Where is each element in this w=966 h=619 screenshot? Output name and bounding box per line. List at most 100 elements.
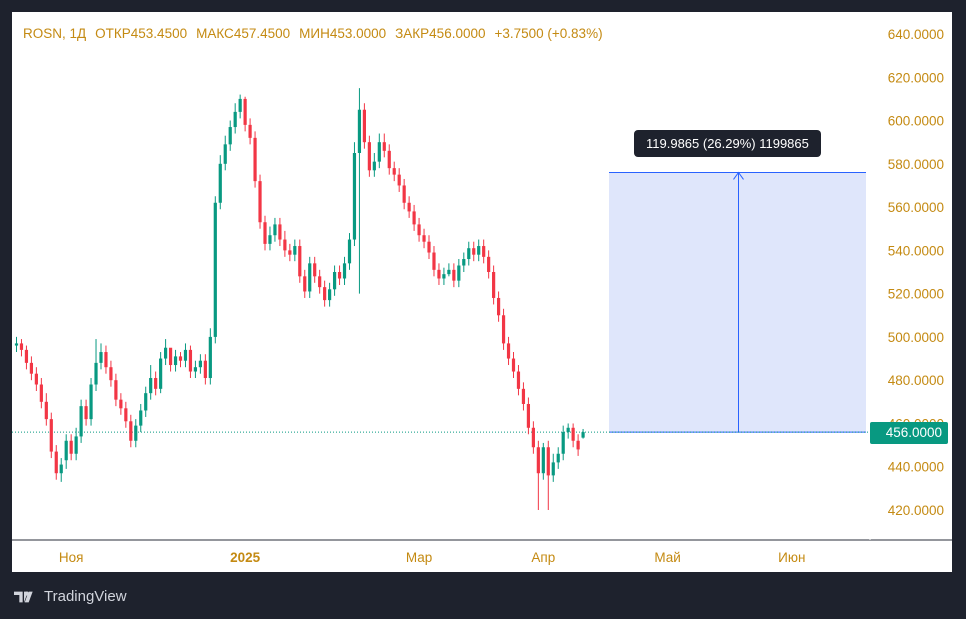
chart-frame[interactable]: 420.0000440.0000460.0000480.0000500.0000…	[12, 12, 952, 572]
candle-body	[293, 246, 297, 255]
y-tick-label: 500.0000	[888, 330, 944, 345]
x-tick-label: Мар	[406, 550, 432, 565]
candle-body	[124, 408, 128, 422]
candle-body	[452, 269, 456, 281]
candle-body	[506, 343, 511, 359]
candle-body	[19, 343, 24, 350]
measure-range-box	[609, 172, 866, 433]
candle-body	[323, 287, 327, 301]
y-tick-label: 600.0000	[888, 114, 944, 129]
open-value: 453.4500	[130, 26, 188, 41]
candle-body	[318, 276, 322, 288]
close-label: ЗАКР	[395, 26, 430, 41]
candle-body	[417, 224, 421, 236]
candle-body	[29, 362, 34, 374]
high-value: 457.4500	[233, 26, 291, 41]
candle-body	[233, 111, 237, 128]
candle-body	[258, 181, 262, 223]
candle-body	[541, 447, 545, 474]
y-tick-label: 480.0000	[888, 373, 944, 388]
candle-body	[561, 432, 565, 454]
candle-body	[427, 241, 431, 253]
candle-body	[457, 265, 461, 281]
candle-body	[188, 349, 193, 372]
candle-body	[362, 109, 366, 143]
candle-body	[392, 168, 396, 175]
x-tick-label: 2025	[230, 550, 261, 565]
candle-body	[496, 297, 501, 316]
candle-body	[223, 144, 227, 164]
candle-body	[59, 464, 63, 474]
candle-body	[328, 289, 332, 301]
candle-body	[412, 211, 416, 225]
tradingview-brand[interactable]: TradingView	[14, 588, 127, 605]
candle-body	[397, 174, 401, 186]
candle-body	[382, 142, 386, 151]
candle-body	[14, 343, 19, 346]
measure-arrow-head	[733, 171, 744, 180]
candle-body	[278, 224, 282, 240]
candle-body	[183, 349, 188, 361]
x-tick-label: Июн	[778, 550, 805, 565]
candle-body	[168, 347, 173, 366]
candle-body	[164, 347, 168, 359]
y-tick-label: 540.0000	[888, 243, 944, 258]
candle-body	[492, 272, 496, 298]
candle-body	[248, 124, 252, 138]
candle-body	[79, 406, 83, 437]
candle-body	[571, 427, 575, 441]
y-tick-label: 640.0000	[888, 27, 944, 42]
candle-body	[372, 161, 376, 171]
candle-body	[442, 274, 446, 279]
candle-body	[49, 419, 53, 452]
candle-body	[531, 427, 535, 448]
candle-body	[203, 360, 207, 379]
candle-body	[178, 356, 183, 361]
candle-body	[377, 142, 381, 162]
candle-body	[526, 403, 531, 428]
candle-body	[74, 436, 78, 454]
high-label: МАКС	[196, 26, 234, 41]
candle-body	[467, 248, 471, 260]
candle-body	[337, 272, 342, 279]
candle-body	[109, 367, 113, 381]
candle-body	[89, 384, 93, 420]
candle-body	[104, 352, 108, 368]
candle-body	[44, 401, 48, 420]
candle-body	[462, 259, 466, 266]
candle-body	[99, 352, 103, 363]
candle-body	[114, 380, 118, 400]
candle-body	[422, 235, 426, 242]
candle-body	[173, 356, 178, 366]
price-chart[interactable]: 420.0000440.0000460.0000480.0000500.0000…	[12, 12, 952, 572]
candle-body	[213, 202, 217, 337]
candle-body	[193, 367, 198, 372]
candle-body	[84, 406, 88, 420]
candle-body	[581, 432, 585, 438]
x-tick-label: Май	[654, 550, 680, 565]
candle-body	[352, 153, 357, 240]
candle-body	[407, 202, 411, 212]
candle-body	[273, 224, 277, 236]
candle-body	[308, 263, 312, 292]
candle-body	[402, 185, 406, 203]
candle-body	[332, 272, 337, 290]
candle-body	[298, 246, 302, 277]
candle-body	[228, 127, 232, 145]
candle-body	[144, 393, 148, 411]
candle-body	[253, 137, 257, 182]
candle-body	[501, 315, 506, 344]
symbol-label[interactable]: ROSN, 1Д	[23, 26, 87, 41]
candle-body	[119, 399, 123, 409]
candle-body	[24, 349, 29, 363]
candle-body	[139, 410, 143, 426]
candle-body	[149, 378, 153, 394]
candle-body	[263, 222, 267, 244]
candle-body	[546, 447, 550, 476]
candle-body	[134, 425, 138, 441]
candle-body	[536, 447, 540, 474]
candle-body	[218, 163, 222, 203]
open-label: ОТКР	[95, 26, 131, 41]
tradingview-logo-icon	[14, 591, 33, 602]
candle-body	[447, 269, 451, 275]
